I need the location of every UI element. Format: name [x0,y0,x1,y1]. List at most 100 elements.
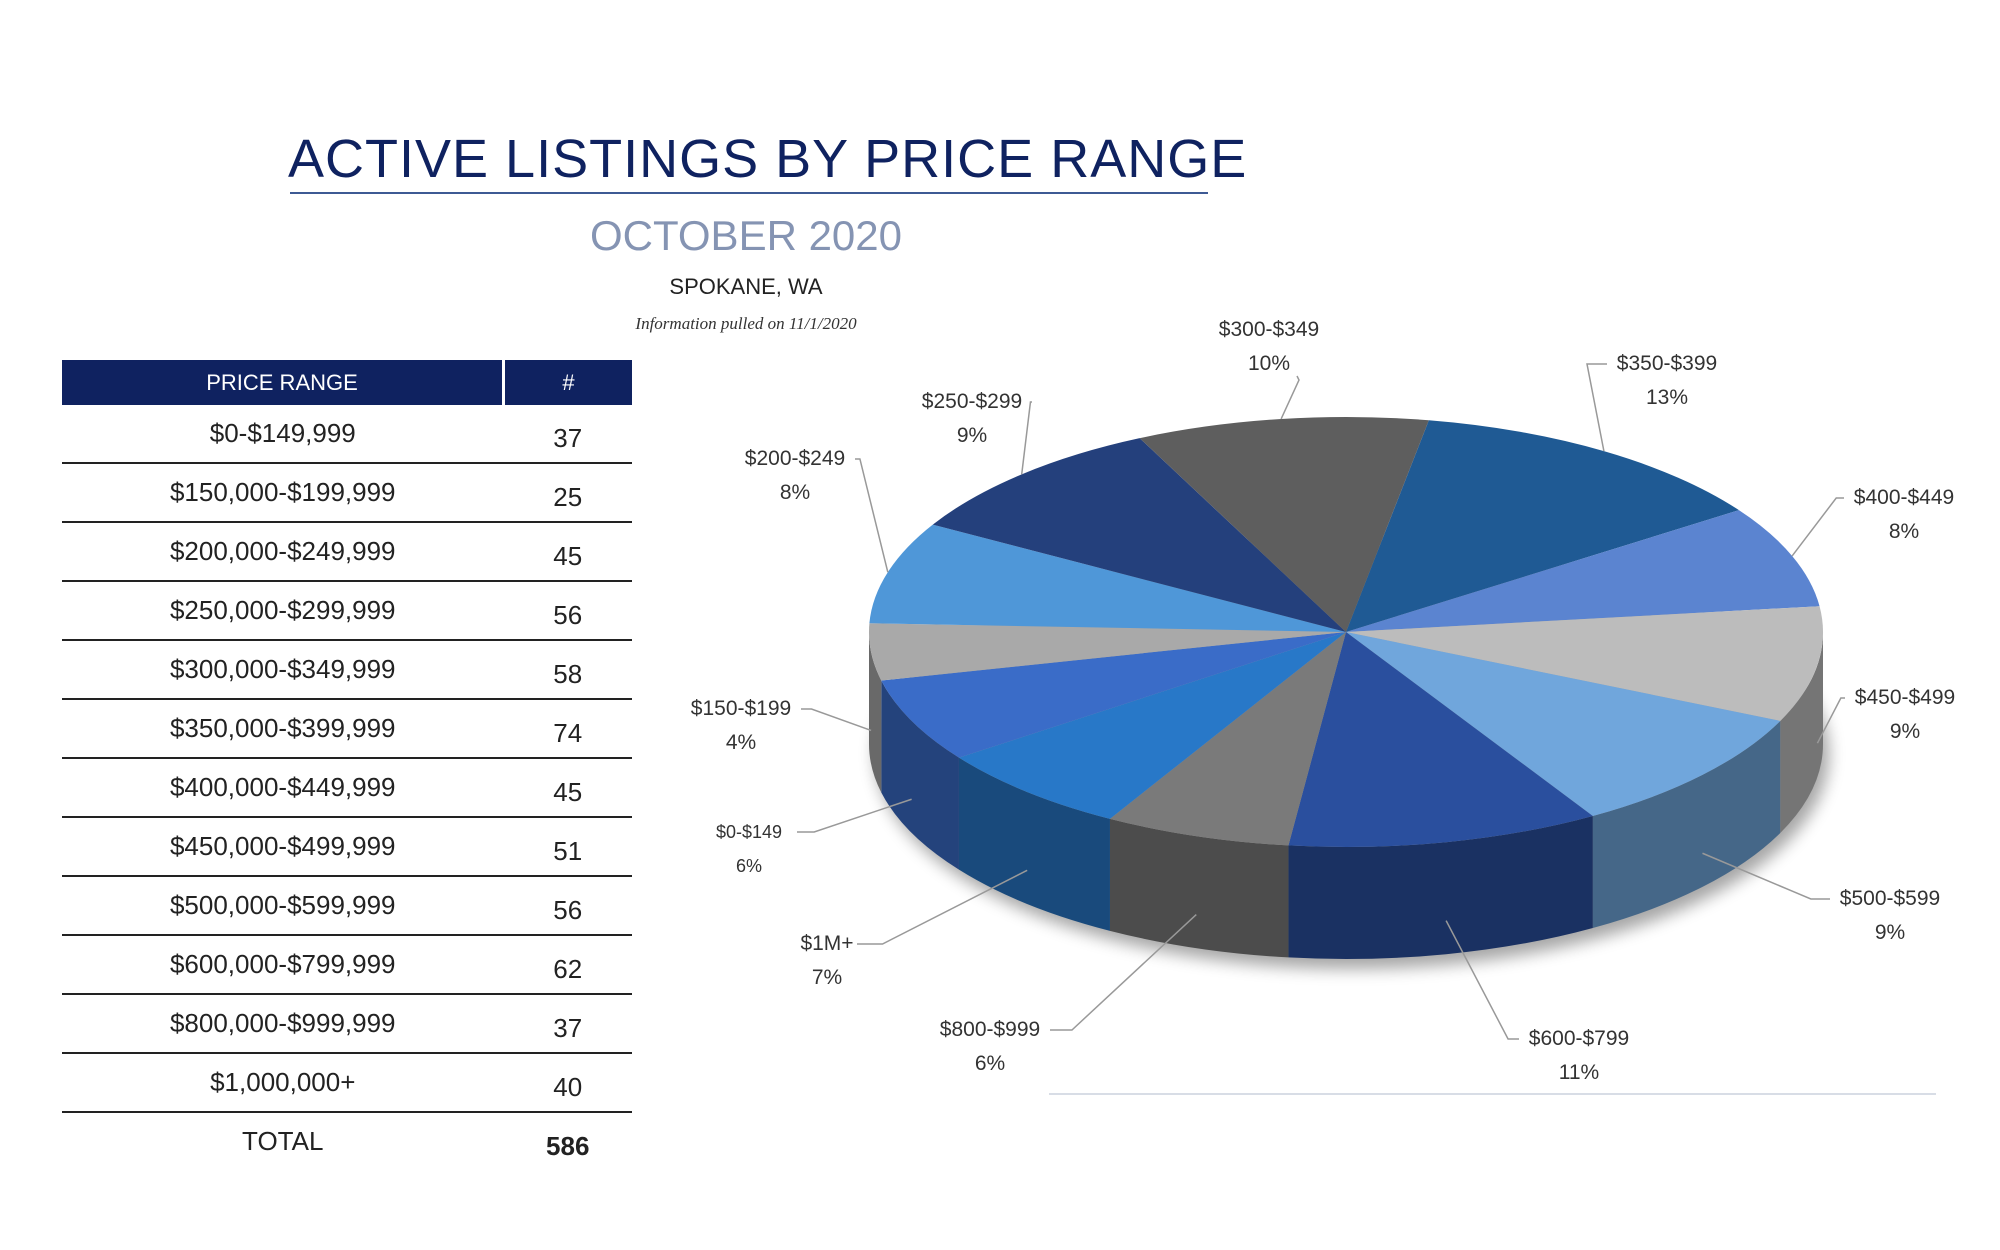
pie-side-8 [869,632,882,793]
leader-line [1020,401,1032,475]
leader-line [1586,363,1607,452]
slice-percent: 7% [812,966,842,989]
pie-slice [1139,417,1429,632]
pie-slice [1346,632,1781,816]
table-row: $1,000,000+ 40 [62,1053,632,1113]
total-value: 586 [546,1131,590,1161]
slice-percent: 4% [726,731,756,754]
count-cell: 45 [503,758,632,818]
column-header-price-range: PRICE RANGE [62,360,505,405]
slice-label: $1M+ [800,932,853,955]
count-cell: 40 [503,1053,632,1113]
pie-slice [1288,632,1593,848]
pie-slice [958,632,1346,819]
price-range-cell: $350,000-$399,999 [62,699,504,759]
count-cell: 25 [503,463,632,523]
pie-side-3 [1592,720,1781,928]
price-range-cell: $1,000,000+ [62,1053,504,1113]
count-cell: 62 [503,935,632,995]
leader-line [797,798,912,833]
count-cell: 58 [503,640,632,700]
leader-line [1816,697,1845,744]
table-row: $500,000-$599,999 56 [62,876,632,936]
leader-line [801,708,872,732]
slice-label: $800-$999 [940,1018,1040,1041]
location: SPOKANE, WA [669,274,823,299]
slice-percent: 9% [1875,921,1905,944]
slice-label: $450-$499 [1855,686,1955,709]
pie-slice [869,623,1346,681]
leader-line [855,458,889,573]
leader-line [1445,920,1519,1040]
pie-slice [1346,510,1820,632]
count-cell: 51 [503,817,632,877]
table-row: $0-$149,999 37 [62,405,632,464]
total-row: TOTAL 586 [62,1112,632,1170]
slice-percent: 9% [957,424,987,447]
leader-line [1702,852,1830,900]
leader-line [1280,375,1300,420]
pie-slice [869,524,1346,632]
slice-label: $600-$799 [1529,1027,1629,1050]
page-title: ACTIVE LISTINGS BY PRICE RANGE [288,129,1248,189]
slice-percent: 6% [736,856,762,876]
slice-label: $400-$449 [1854,486,1954,509]
slice-percent: 13% [1646,386,1688,409]
info-note: Information pulled on 11/1/2020 [635,314,857,333]
slice-label: $250-$299 [922,390,1022,413]
total-label: TOTAL [242,1126,324,1156]
price-range-cell: $450,000-$499,999 [62,817,504,877]
count-cell: 56 [503,876,632,936]
subtitle: OCTOBER 2020 [589,212,903,259]
table-row: $150,000-$199,999 25 [62,463,632,523]
pie-side-6 [958,757,1110,931]
slice-label: $300-$349 [1219,318,1319,341]
pie-slice [1346,606,1823,721]
slice-label: $500-$599 [1840,887,1940,910]
column-header-count: # [503,360,632,405]
pie-slice [1109,632,1346,846]
leader-line [857,869,1028,945]
price-range-cell: $250,000-$299,999 [62,581,504,641]
leader-line [1791,497,1844,557]
slice-label: $0-$149 [716,822,782,842]
count-cell: 74 [503,699,632,759]
price-range-cell: $500,000-$599,999 [62,876,504,936]
table-row: $300,000-$349,999 58 [62,640,632,700]
table-row: $200,000-$249,999 45 [62,522,632,582]
listings-table: PRICE RANGE # $0-$149,999 37 $150,000-$199… [62,360,632,1170]
price-range-cell: $600,000-$799,999 [62,935,504,995]
pie-side-5 [1109,818,1289,958]
pie-slice [881,632,1346,758]
table-header: PRICE RANGE # [62,360,632,405]
price-range-cell: $400,000-$449,999 [62,758,504,818]
pie-slice [932,438,1346,632]
table-row: $400,000-$449,999 45 [62,758,632,818]
count-cell: 37 [503,405,632,464]
price-range-cell: $800,000-$999,999 [62,994,504,1054]
title-underline [290,192,1208,194]
table-row: $600,000-$799,999 62 [62,935,632,995]
slice-label: $200-$249 [745,447,845,470]
slice-percent: 6% [975,1052,1005,1075]
table-row: $250,000-$299,999 56 [62,581,632,641]
count-cell: 56 [503,581,632,641]
price-range-cell: $150,000-$199,999 [62,463,504,523]
slice-percent: 9% [1890,720,1920,743]
table-row: $450,000-$499,999 51 [62,817,632,877]
slice-percent: 8% [1889,520,1919,543]
pie-side-2 [1780,632,1823,833]
pie-slice [1346,420,1739,632]
slice-label: $350-$399 [1617,352,1717,375]
bottom-divider [1049,1093,1936,1095]
table-row: $800,000-$999,999 37 [62,994,632,1054]
slice-percent: 10% [1248,352,1290,375]
pie-side-4 [1288,815,1593,959]
count-cell: 45 [503,522,632,582]
slice-label: $150-$199 [691,697,791,720]
table-row: $350,000-$399,999 74 [62,699,632,759]
pie-side-7 [881,680,959,870]
leader-line [1050,913,1197,1031]
count-cell: 37 [503,994,632,1054]
